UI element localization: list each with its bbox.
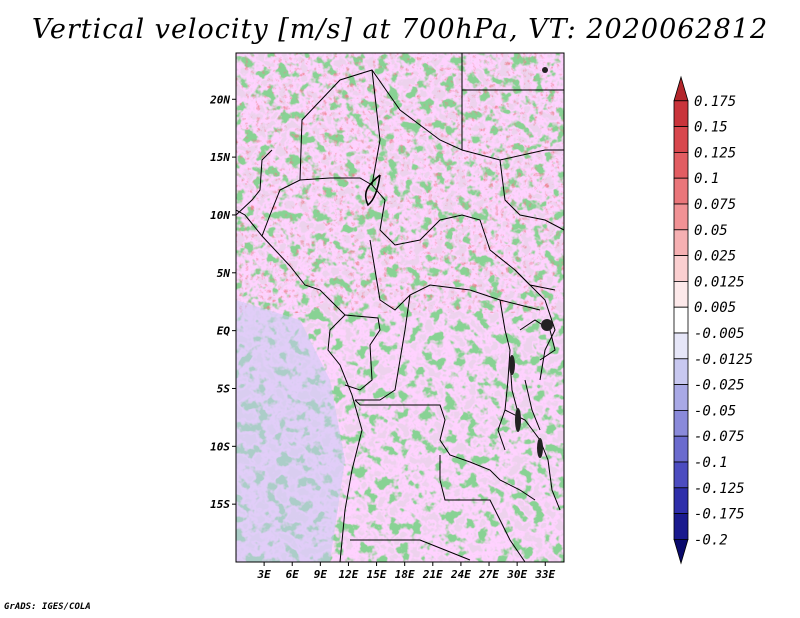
lat-tick-label: 5N bbox=[217, 267, 231, 280]
colorbar-label: 0.005 bbox=[694, 300, 736, 316]
lon-tick-label: 33E bbox=[534, 568, 555, 581]
colorbar-label: 0.1 bbox=[694, 171, 719, 187]
map-frame bbox=[235, 52, 565, 563]
colorbar-label: -0.005 bbox=[694, 326, 745, 342]
vertical-velocity-field bbox=[236, 53, 564, 562]
colorbar-label: -0.125 bbox=[694, 481, 745, 497]
colorbar-label: 0.025 bbox=[694, 249, 736, 265]
colorbar-swatch bbox=[673, 306, 689, 334]
longitude-axis: 3E 6E 9E 12E 15E 18E 21E 24E 27E 30E 33E bbox=[256, 562, 556, 581]
colorbar-swatch bbox=[673, 177, 689, 205]
colorbar-bottom-arrow bbox=[673, 539, 689, 565]
lon-tick-label: 21E bbox=[422, 568, 443, 581]
lon-tick-label: 12E bbox=[339, 568, 359, 581]
lat-tick-label: 15S bbox=[210, 498, 230, 511]
colorbar-swatch bbox=[673, 100, 689, 128]
colorbar-label: -0.1 bbox=[694, 455, 728, 471]
lon-tick-label: 27E bbox=[478, 568, 499, 581]
lon-tick-label: 3E bbox=[256, 568, 271, 581]
colorbar-swatch bbox=[673, 384, 689, 411]
colorbar-label: -0.05 bbox=[694, 403, 736, 419]
colorbar-label: 0.125 bbox=[694, 145, 736, 161]
lon-tick-label: 15E bbox=[367, 568, 387, 581]
colorbar-label: -0.025 bbox=[694, 378, 745, 394]
colorbar-label: -0.0125 bbox=[694, 352, 753, 368]
lon-tick-label: 30E bbox=[506, 568, 527, 581]
colorbar-swatch bbox=[673, 435, 689, 463]
colorbar-label: 0.175 bbox=[694, 94, 736, 110]
colorbar-label: 0.075 bbox=[694, 197, 736, 213]
lat-tick-label: 5S bbox=[217, 382, 231, 395]
colorbar-swatch bbox=[673, 255, 689, 282]
colorbar-swatch bbox=[673, 487, 689, 514]
colorbar-label: 0.05 bbox=[694, 223, 728, 239]
colorbar-swatch bbox=[673, 409, 689, 437]
colorbar-swatch bbox=[673, 461, 689, 489]
colorbar-top-arrow bbox=[673, 75, 689, 102]
latitude-axis: 20N 15N 10N 5N EQ 5S 10S 15S bbox=[209, 93, 236, 511]
lakes bbox=[509, 67, 553, 458]
colorbar-swatch bbox=[673, 280, 689, 308]
lat-tick-label: EQ bbox=[217, 325, 231, 338]
colorbar-label: -0.175 bbox=[694, 507, 745, 523]
country-borders bbox=[236, 53, 564, 562]
colorbar-swatch bbox=[673, 332, 689, 360]
lon-tick-label: 18E bbox=[395, 568, 415, 581]
lon-tick-label: 24E bbox=[450, 568, 471, 581]
colorbar-swatch bbox=[673, 358, 689, 385]
chart-title: Vertical velocity [m/s] at 700hPa, VT: 2… bbox=[31, 14, 769, 45]
lat-tick-label: 10N bbox=[210, 209, 230, 222]
lat-tick-label: 10S bbox=[210, 440, 230, 453]
colorbar: 0.175 0.15 0.125 0.1 0.075 0.05 0.025 0.0125 0.0… bbox=[673, 75, 753, 565]
colorbar-label: 0.0125 bbox=[694, 274, 745, 290]
colorbar-swatch bbox=[673, 151, 689, 179]
colorbar-label: 0.15 bbox=[694, 120, 728, 136]
colorbar-swatch bbox=[673, 203, 689, 231]
lat-tick-label: 20N bbox=[209, 93, 230, 106]
colorbar-label: -0.2 bbox=[694, 532, 728, 548]
lat-tick-label: 15N bbox=[210, 151, 230, 164]
colorbar-swatch bbox=[673, 126, 689, 153]
colorbar-label: -0.075 bbox=[694, 429, 745, 445]
colorbar-swatch bbox=[673, 229, 689, 257]
grads-credit: GrADS: IGES/COLA bbox=[4, 602, 91, 612]
colorbar-swatch bbox=[673, 513, 689, 540]
lon-tick-label: 9E bbox=[314, 568, 328, 581]
lon-tick-label: 6E bbox=[286, 568, 300, 581]
